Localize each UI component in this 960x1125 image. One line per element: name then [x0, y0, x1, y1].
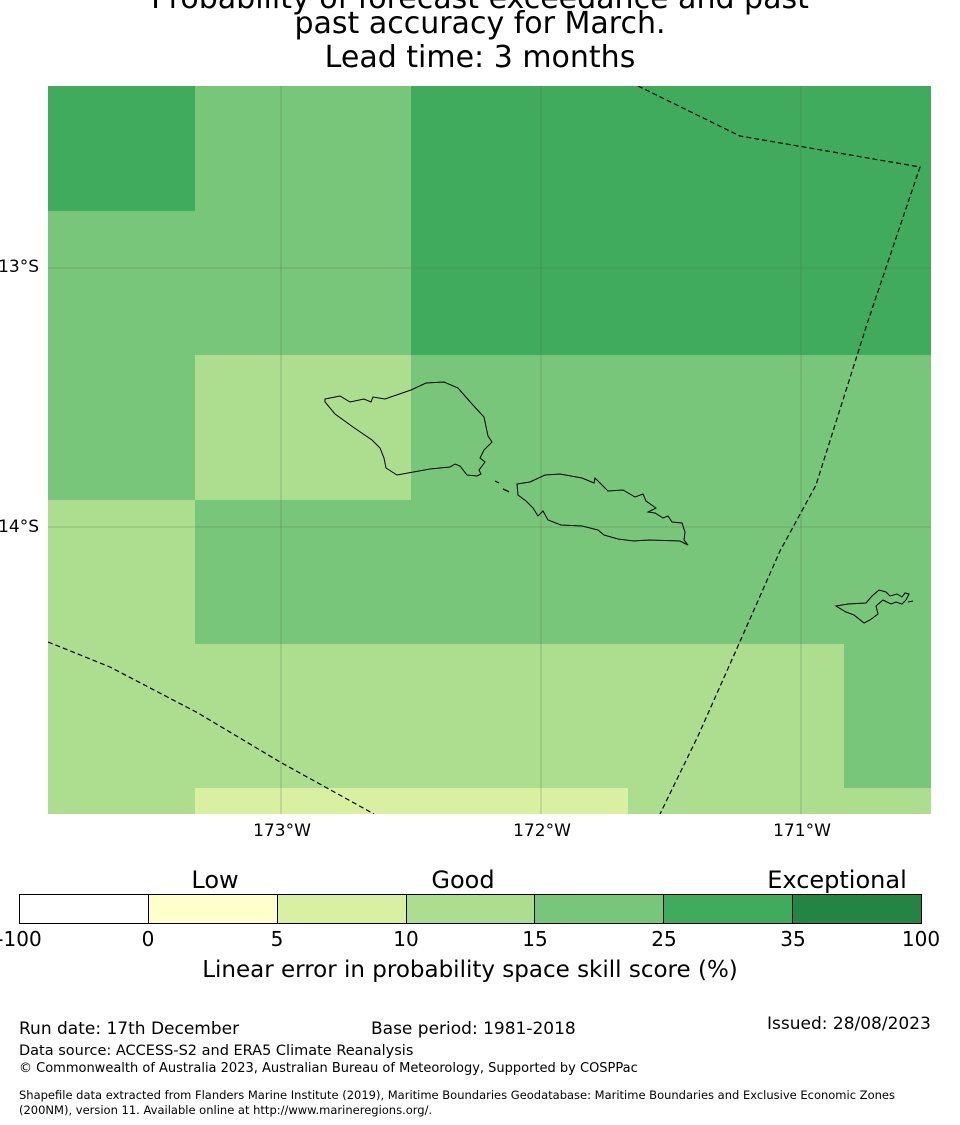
grid-cell [195, 86, 411, 211]
grid-cell [411, 86, 931, 355]
manono-island [502, 488, 510, 493]
islands [324, 381, 914, 624]
grid-cell [195, 355, 411, 500]
skill-map-svg [48, 86, 931, 814]
colorbar-tick-label: 35 [780, 927, 806, 951]
lon-label-172w: 172°W [513, 821, 571, 841]
colorbar-segment [664, 895, 794, 923]
colorbar-segment [148, 895, 278, 923]
savaii-island [324, 381, 493, 477]
category-label-good: Good [431, 866, 495, 894]
lon-label-171w: 171°W [773, 821, 831, 841]
grid-cell [844, 644, 931, 788]
colorbar-segment [535, 895, 665, 923]
base-period: Base period: 1981-2018 [371, 1019, 576, 1039]
copyright: © Commonwealth of Australia 2023, Austra… [19, 1061, 638, 1076]
colorbar-segment [793, 895, 922, 923]
colorbar-segment [277, 895, 407, 923]
eez-boundary-north-east [637, 86, 921, 814]
eez-boundary-south-west [48, 641, 375, 814]
colorbar-tick-label: 10 [393, 927, 419, 951]
title-line-1: Probability of forecast exceedance and p… [0, 0, 960, 16]
colorbar [19, 894, 922, 924]
lon-label-173w: 173°W [253, 821, 311, 841]
aunuu-island [907, 600, 914, 603]
colorbar-tick-label: -100 [0, 927, 42, 951]
grid-cell [48, 86, 195, 211]
upolu-island [516, 473, 689, 546]
lat-label-14s: 14°S [0, 517, 39, 537]
title-line-2: past accuracy for March. [294, 6, 666, 41]
title-line-3: Lead time: 3 months [324, 40, 636, 75]
issued-date: Issued: 28/08/2023 [767, 1014, 931, 1034]
lat-label-13s: 13°S [0, 257, 39, 277]
apolima-island [494, 480, 500, 484]
colorbar-tick-label: 100 [901, 927, 941, 951]
category-label-exceptional: Exceptional [767, 866, 907, 894]
category-label-low: Low [191, 866, 239, 894]
colorbar-tick-label: 15 [522, 927, 548, 951]
skill-grid-cells [48, 86, 931, 814]
grid-cell [48, 355, 195, 500]
colorbar-segment [406, 895, 536, 923]
grid-cell [195, 644, 844, 814]
tutuila-island [834, 589, 910, 624]
grid-cell [411, 355, 931, 500]
shapefile-credit-line-1: Shapefile data extracted from Flanders M… [19, 1088, 895, 1102]
maritime-boundaries [48, 86, 921, 814]
grid-cell [844, 788, 931, 814]
shapefile-credit-line-2: (200NM), version 11. Available online at… [19, 1103, 433, 1117]
colorbar-tick-label: 5 [270, 927, 284, 951]
grid-cell [48, 500, 195, 814]
run-date: Run date: 17th December [19, 1019, 240, 1039]
data-source: Data source: ACCESS-S2 and ERA5 Climate … [19, 1043, 414, 1059]
grid-cell [195, 500, 931, 644]
colorbar-label: Linear error in probability space skill … [202, 957, 738, 983]
colorbar-tick-label: 25 [651, 927, 677, 951]
grid-cell [48, 211, 411, 355]
colorbar-tick-label: 0 [141, 927, 155, 951]
colorbar-segment [20, 895, 149, 923]
skill-map [48, 86, 931, 814]
map-gridlines [48, 86, 931, 814]
grid-cell [195, 788, 628, 814]
